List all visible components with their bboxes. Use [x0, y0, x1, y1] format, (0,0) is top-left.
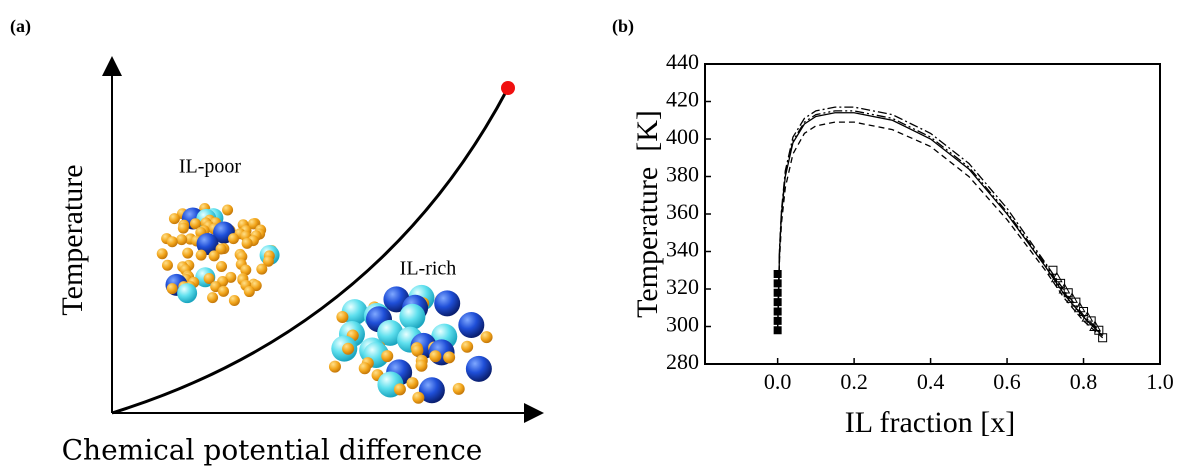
particle [243, 286, 255, 298]
particle [195, 249, 207, 261]
y-tick-label: 300 [666, 312, 699, 337]
particle [434, 290, 461, 317]
particle [393, 383, 406, 396]
line [776, 121, 1104, 339]
x-tick-label: 0.2 [840, 369, 868, 394]
marker [773, 279, 782, 288]
particle [358, 362, 371, 375]
y-axis-label: Temperature [56, 164, 89, 315]
annotation: IL-poor [179, 156, 242, 178]
y-tick-label: 420 [666, 87, 699, 112]
particle [182, 247, 194, 259]
particle [208, 250, 220, 262]
particle [166, 236, 178, 248]
particle [203, 272, 215, 284]
marker [773, 307, 782, 316]
particle [228, 295, 240, 307]
particle-cluster [156, 203, 280, 307]
marker [1058, 282, 1071, 294]
particle [207, 292, 219, 304]
y-tick-label: 440 [666, 49, 699, 74]
particle [429, 350, 442, 363]
line [776, 106, 1104, 335]
particle [222, 204, 234, 216]
marker [773, 288, 782, 297]
y-tick-label: 380 [666, 162, 699, 187]
particle [196, 233, 219, 256]
x-tick-label: 0.8 [1070, 369, 1098, 394]
particle [218, 285, 230, 297]
particle [161, 259, 173, 271]
y-tick-label: 320 [666, 274, 699, 299]
particle [465, 355, 492, 382]
coexistence-curve [111, 87, 510, 415]
particle [412, 391, 425, 404]
particle [177, 283, 198, 304]
particle [156, 248, 168, 260]
particle [381, 350, 394, 363]
y-tick-label: 400 [666, 124, 699, 149]
particle [336, 310, 349, 323]
particle [461, 340, 474, 353]
x-axis-label: Chemical potential difference [62, 434, 483, 466]
marker [1048, 265, 1058, 275]
particle [418, 377, 445, 404]
particle [480, 331, 493, 344]
particle [247, 218, 259, 230]
marker [773, 298, 782, 307]
particle [216, 260, 228, 272]
particle [399, 303, 426, 330]
particle [342, 342, 355, 355]
marker [1066, 292, 1078, 303]
x-tick-label: 0.4 [917, 369, 945, 394]
particle [168, 213, 180, 225]
particle [166, 283, 178, 295]
particle [415, 359, 428, 372]
particle [215, 243, 227, 255]
marker [1089, 320, 1101, 331]
critical-point [501, 81, 515, 95]
marker [773, 270, 782, 278]
marker [1098, 333, 1108, 343]
particle [189, 218, 201, 230]
particle [406, 377, 419, 390]
particle [256, 263, 268, 275]
chart-panel: (b) IL fraction [x] Temperature [K] 280 3… [612, 16, 1174, 439]
y-tick-label: 280 [666, 349, 699, 374]
particle [443, 351, 456, 364]
marker [773, 326, 782, 335]
y-tick-label: 360 [666, 199, 699, 224]
particle [225, 271, 237, 283]
particle [240, 264, 252, 276]
particle [241, 237, 253, 249]
y-axis-label: Temperature [K] [631, 110, 664, 318]
panel-label: (a) [10, 16, 31, 37]
y-tick-label: 340 [666, 237, 699, 262]
particle [227, 233, 239, 245]
annotation: IL-rich [400, 258, 457, 280]
line [776, 110, 1104, 337]
marker [1073, 301, 1086, 313]
particle [176, 234, 188, 246]
particle [177, 222, 189, 234]
x-tick-label: 1.0 [1146, 369, 1174, 394]
schematic: (a) Temperature Chemical potential diffe… [10, 16, 544, 466]
particle [262, 255, 274, 267]
particle [411, 344, 424, 357]
particle-cluster [328, 284, 493, 404]
marker [773, 316, 782, 325]
x-tick-label: 0.6 [993, 369, 1021, 394]
x-tick-label: 0.0 [764, 369, 792, 394]
particle [377, 319, 404, 346]
marker [1081, 311, 1094, 322]
plot-frame [704, 63, 1161, 365]
line [776, 112, 1104, 337]
particle [458, 312, 485, 339]
marker [1050, 271, 1063, 283]
particle [328, 360, 341, 373]
x-axis-label: IL fraction [x] [845, 406, 1015, 439]
panel-label: (b) [612, 16, 634, 37]
particle [452, 382, 465, 395]
